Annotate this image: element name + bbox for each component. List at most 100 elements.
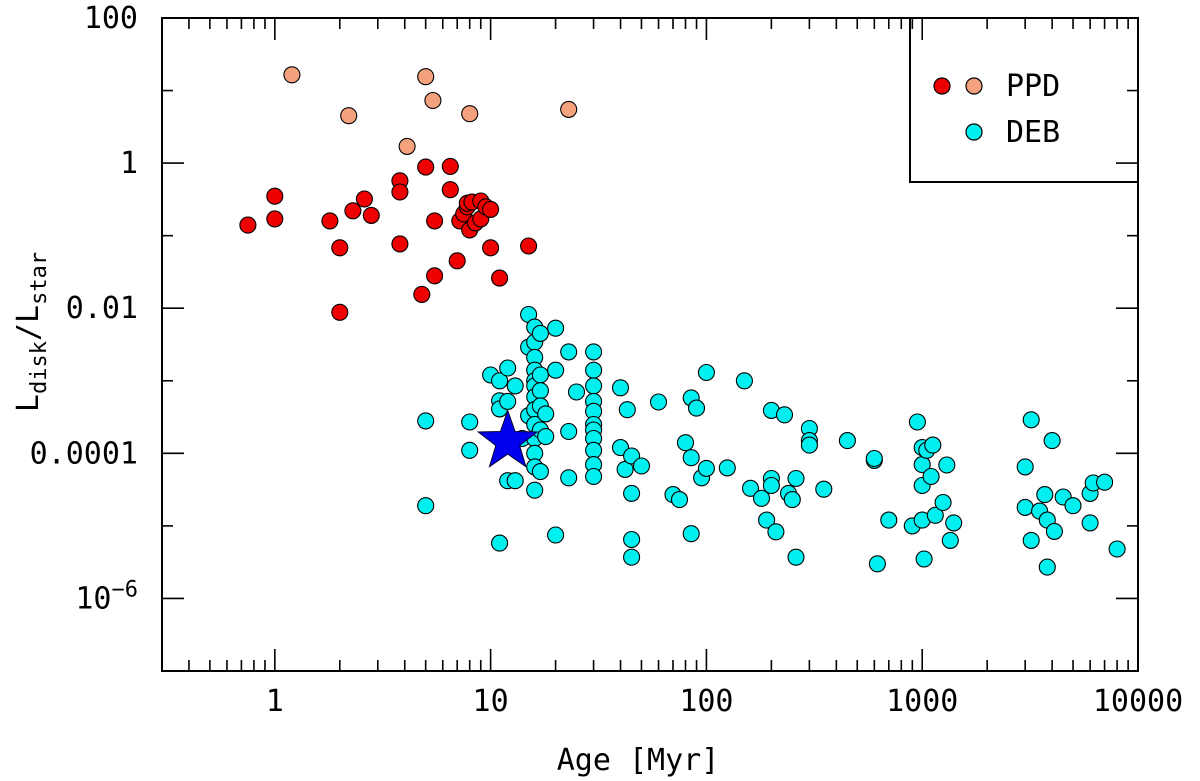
ppd-point — [266, 187, 284, 205]
deb-point — [762, 476, 780, 495]
deb-point — [1036, 486, 1054, 504]
deb-point — [718, 459, 736, 477]
legend-frame — [909, 18, 1138, 183]
deb-point — [922, 467, 940, 486]
deb-point — [1064, 497, 1082, 515]
deb-point — [815, 480, 833, 498]
deb-point — [531, 324, 549, 342]
y-tick-labels: 100 1 0.01 0.0001 10−6 — [30, 1, 138, 616]
deb-point — [934, 493, 952, 512]
deb-point — [531, 366, 549, 384]
y-title-num-sub: disk — [27, 341, 52, 394]
ppd-point — [321, 212, 339, 230]
x-tick-label: 1 — [266, 684, 284, 719]
ppd-point — [331, 303, 349, 321]
deb-point — [491, 534, 509, 552]
deb-point — [506, 377, 524, 395]
deb-point — [1081, 514, 1099, 532]
ppd-point — [491, 269, 509, 287]
deb-point — [787, 469, 805, 488]
star-marker — [476, 409, 539, 468]
deb-point — [547, 526, 565, 544]
deb-point — [687, 399, 706, 417]
deb-point — [537, 428, 555, 446]
deb-point — [1022, 411, 1040, 429]
axis-ticks — [161, 17, 1138, 672]
deb-point — [938, 456, 956, 474]
deb-point — [767, 523, 785, 541]
data-points — [239, 66, 1126, 576]
deb-point — [623, 484, 641, 502]
ppd-point — [266, 210, 284, 228]
legend-label-ppd: PPD — [1006, 69, 1060, 104]
deb-point — [1043, 432, 1061, 450]
ppd-light-point — [417, 68, 435, 86]
deb-point — [1016, 458, 1034, 476]
deb-point — [585, 441, 603, 459]
deb-point — [868, 555, 886, 573]
y-tick-label-base: 10 — [75, 581, 111, 616]
deb-point — [461, 441, 479, 459]
deb-point — [585, 467, 603, 486]
deb-point — [752, 489, 771, 507]
ppd-point — [391, 183, 409, 201]
ppd-point — [441, 181, 459, 199]
x-tick-label: 10000 — [1093, 684, 1183, 719]
deb-point — [585, 361, 603, 379]
ppd-light-point — [461, 105, 479, 123]
deb-point — [741, 479, 760, 497]
deb-point — [632, 457, 651, 475]
deb-point — [623, 530, 641, 549]
deb-point — [531, 382, 549, 400]
deb-point — [547, 361, 565, 379]
deb-point — [865, 449, 883, 468]
y-tick-label: 10−6 — [75, 577, 138, 616]
deb-point — [417, 497, 435, 515]
deb-point — [758, 511, 776, 529]
deb-point — [735, 372, 753, 390]
legend-marker-ppd-light — [965, 77, 983, 95]
deb-point — [800, 436, 818, 454]
x-tick-label: 10 — [473, 684, 509, 719]
deb-point — [1022, 531, 1040, 549]
x-axis-title: Age [Myr] — [557, 743, 720, 778]
ppd-point — [391, 235, 409, 253]
y-tick-label: 1 — [120, 146, 138, 181]
ppd-light-point — [340, 107, 358, 125]
deb-point — [526, 481, 544, 499]
legend-marker-ppd-red — [933, 77, 951, 95]
deb-point — [560, 469, 578, 487]
deb-point — [649, 393, 668, 411]
plot-frame — [161, 17, 1139, 672]
deb-point — [775, 406, 794, 424]
ppd-point — [331, 239, 349, 257]
ppd-point — [239, 216, 257, 234]
deb-point — [682, 449, 700, 467]
ppd-point — [426, 212, 444, 230]
deb-point — [1045, 522, 1063, 540]
y-axis-title: Ldisk/Lstar — [11, 252, 52, 412]
deb-point — [880, 511, 898, 529]
ppd-point — [344, 202, 362, 220]
ppd-point — [520, 237, 538, 255]
ppd-light-point — [424, 91, 442, 110]
deb-point — [461, 413, 479, 431]
y-tick-label: 0.01 — [66, 291, 138, 326]
deb-point — [838, 432, 856, 450]
ppd-point — [413, 285, 431, 303]
x-tick-label: 100 — [679, 684, 733, 719]
ppd-point — [482, 200, 500, 218]
deb-point — [585, 377, 603, 395]
deb-point — [537, 405, 555, 423]
deb-point — [531, 463, 549, 481]
ppd-point — [482, 239, 500, 257]
deb-point — [676, 434, 695, 452]
ppd-point — [441, 157, 459, 175]
deb-point — [924, 436, 942, 454]
y-title-den-sub: star — [27, 252, 52, 305]
deb-point — [1096, 473, 1114, 491]
deb-point — [499, 359, 517, 377]
deb-point — [1108, 540, 1126, 558]
x-tick-labels: 1 10 100 1000 10000 — [266, 684, 1183, 719]
